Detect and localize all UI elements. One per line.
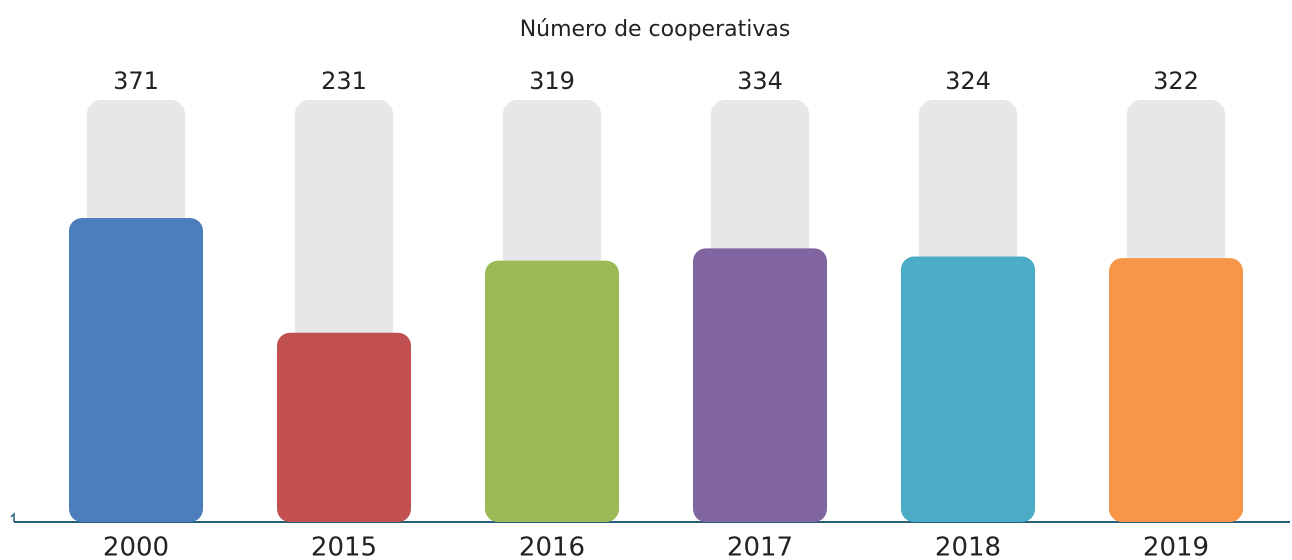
value-label: 371 bbox=[113, 67, 159, 95]
bar bbox=[901, 256, 1035, 522]
value-label: 231 bbox=[321, 67, 367, 95]
x-tick-label: 2016 bbox=[519, 533, 585, 560]
x-tick-label: 2019 bbox=[1143, 533, 1209, 560]
value-label: 334 bbox=[737, 67, 783, 95]
value-label: 319 bbox=[529, 67, 575, 95]
bar bbox=[1109, 258, 1243, 522]
bar bbox=[277, 332, 411, 522]
x-tick-label: 2017 bbox=[727, 533, 793, 560]
axis-arrow bbox=[10, 512, 15, 522]
x-tick-label: 2000 bbox=[103, 533, 169, 560]
value-label: 322 bbox=[1153, 67, 1199, 95]
bar bbox=[69, 217, 203, 523]
bar bbox=[485, 260, 619, 522]
x-tick-label: 2015 bbox=[311, 533, 377, 560]
chart-title: Número de cooperativas bbox=[520, 17, 791, 42]
value-label: 324 bbox=[945, 67, 991, 95]
x-tick-label: 2018 bbox=[935, 533, 1001, 560]
bar bbox=[693, 248, 827, 522]
